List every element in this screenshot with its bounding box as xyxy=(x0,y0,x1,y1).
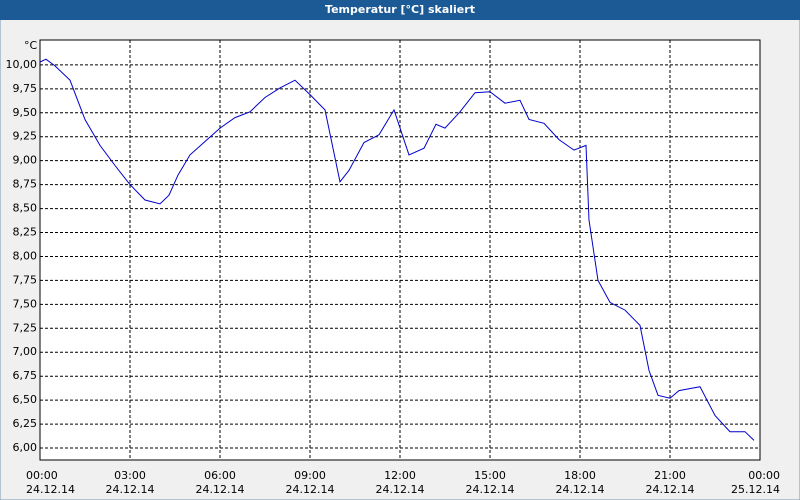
x-tick-label: 21:00 xyxy=(654,469,686,482)
y-tick-label: 7,75 xyxy=(13,273,38,286)
y-tick-label: 8,00 xyxy=(13,249,38,262)
y-tick-label: 6,25 xyxy=(13,417,38,430)
x-tick-date: 25.12.14 xyxy=(731,483,780,496)
y-tick-label: 9,75 xyxy=(13,82,38,95)
y-tick-label: 7,25 xyxy=(13,321,38,334)
x-tick-date: 24.12.14 xyxy=(556,483,605,496)
x-tick-label: 03:00 xyxy=(114,469,146,482)
y-tick-label: 8,75 xyxy=(13,178,38,191)
x-tick-date: 24.12.14 xyxy=(466,483,515,496)
x-tick-date: 24.12.14 xyxy=(196,483,245,496)
y-tick-label: 6,75 xyxy=(13,369,38,382)
x-tick-label: 06:00 xyxy=(204,469,236,482)
x-tick-date: 24.12.14 xyxy=(646,483,695,496)
x-tick-date: 24.12.14 xyxy=(106,483,155,496)
x-tick-label: 12:00 xyxy=(384,469,416,482)
chart-title: Temperatur [°C] skaliert xyxy=(325,3,475,16)
y-axis-label: °C xyxy=(24,39,38,52)
x-tick-date: 24.12.14 xyxy=(26,483,75,496)
title-bar xyxy=(0,0,800,20)
y-tick-label: 10,00 xyxy=(6,58,38,71)
x-tick-label: 00:00 xyxy=(748,469,780,482)
x-tick-date: 24.12.14 xyxy=(376,483,425,496)
y-tick-label: 6,00 xyxy=(13,441,38,454)
x-tick-date: 24.12.14 xyxy=(286,483,335,496)
y-tick-label: 8,25 xyxy=(13,226,38,239)
y-tick-label: 9,50 xyxy=(13,106,38,119)
data-line xyxy=(39,58,755,441)
x-tick-label: 00:00 xyxy=(26,469,58,482)
y-tick-label: 6,50 xyxy=(13,393,38,406)
x-tick-label: 18:00 xyxy=(564,469,596,482)
y-tick-label: 9,00 xyxy=(13,154,38,167)
y-tick-label: 9,25 xyxy=(13,130,38,143)
y-tick-label: 8,50 xyxy=(13,202,38,215)
y-tick-label: 7,00 xyxy=(13,345,38,358)
y-tick-label: 7,50 xyxy=(13,297,38,310)
x-tick-label: 09:00 xyxy=(294,469,326,482)
x-tick-label: 15:00 xyxy=(474,469,506,482)
